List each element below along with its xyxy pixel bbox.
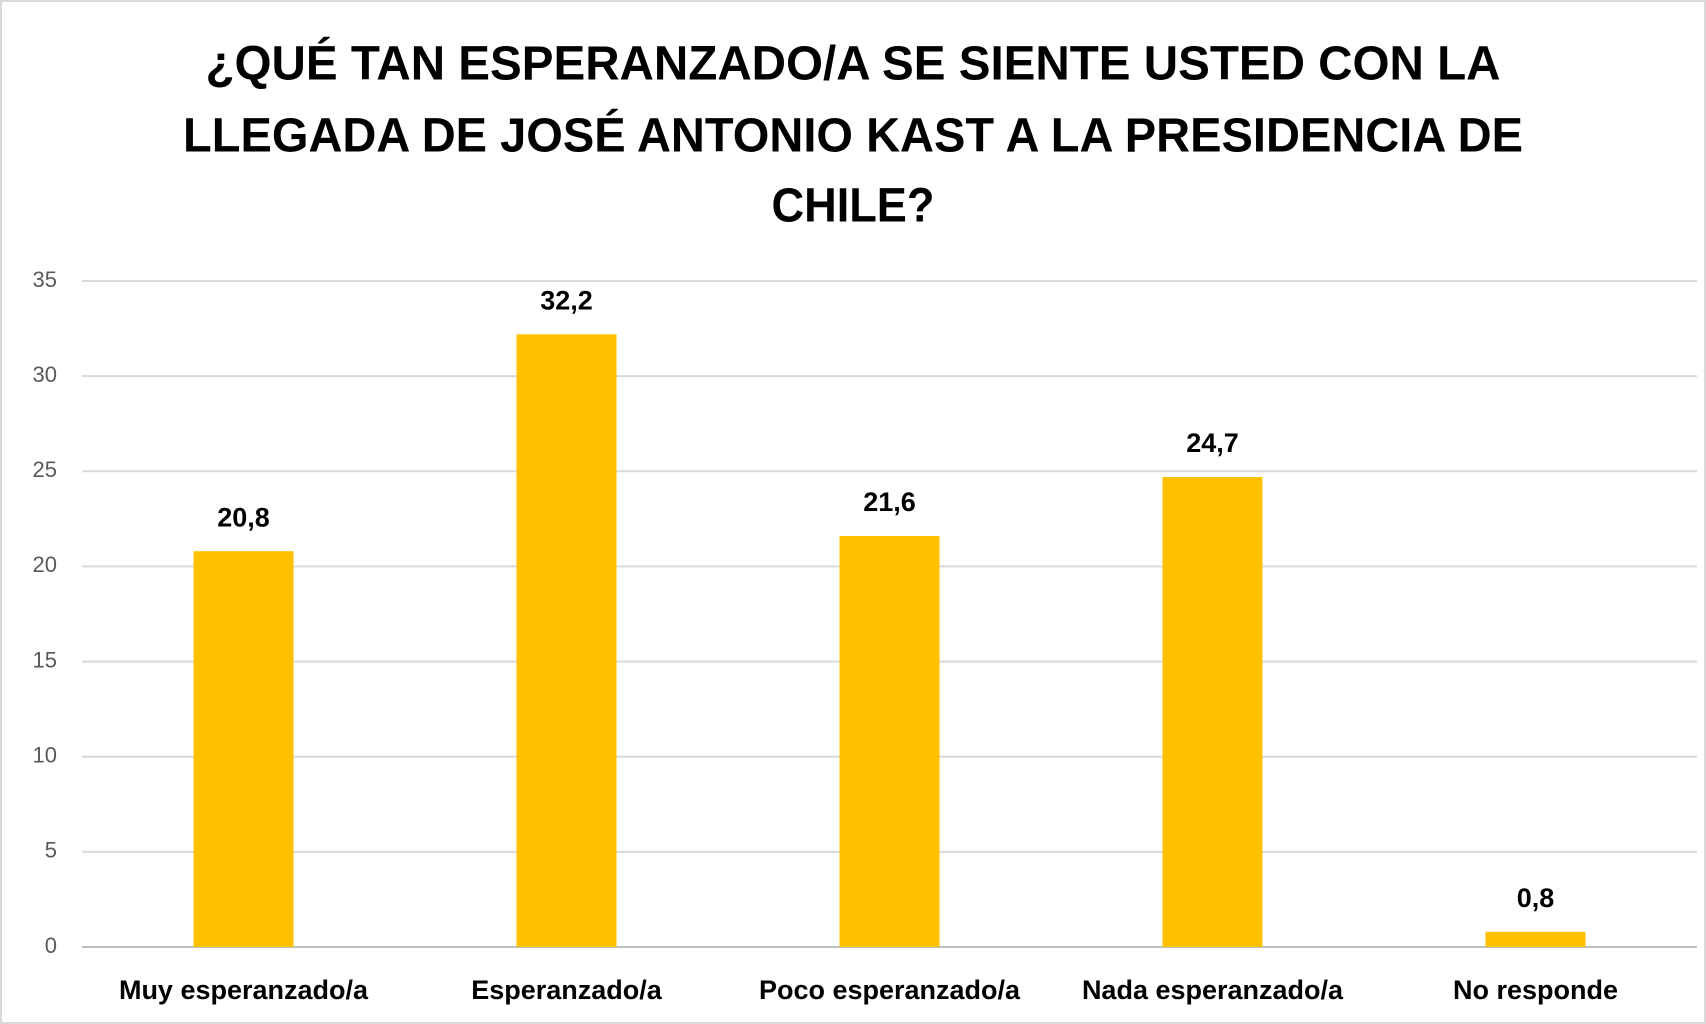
x-tick-label: Muy esperanzado/a (119, 975, 369, 1005)
chart-title: ¿QUÉ TAN ESPERANZADO/A SE SIENTE USTED C… (206, 37, 1501, 91)
chart-title: CHILE? (772, 180, 935, 233)
y-tick-label: 0 (45, 933, 57, 958)
data-label: 21,6 (863, 487, 916, 517)
bar (1485, 931, 1586, 947)
bar (1162, 476, 1263, 947)
y-tick-label: 30 (33, 362, 57, 387)
bar (193, 551, 294, 947)
y-tick-label: 10 (33, 743, 57, 768)
x-tick-label: Poco esperanzado/a (759, 975, 1021, 1005)
data-label: 32,2 (540, 285, 593, 315)
x-tick-label: No responde (1453, 975, 1618, 1005)
bar (516, 334, 617, 947)
data-label: 0,8 (1517, 883, 1555, 913)
y-tick-label: 25 (33, 457, 57, 482)
y-tick-label: 20 (33, 552, 57, 577)
y-tick-label: 15 (33, 647, 57, 672)
data-label: 20,8 (217, 502, 270, 532)
chart-title: LLEGADA DE JOSÉ ANTONIO KAST A LA PRESID… (183, 109, 1523, 163)
y-tick-label: 5 (45, 838, 57, 863)
bar (839, 535, 940, 947)
y-tick-label: 35 (33, 267, 57, 292)
x-tick-label: Esperanzado/a (471, 975, 663, 1005)
data-label: 24,7 (1186, 428, 1239, 458)
x-tick-label: Nada esperanzado/a (1082, 975, 1344, 1005)
